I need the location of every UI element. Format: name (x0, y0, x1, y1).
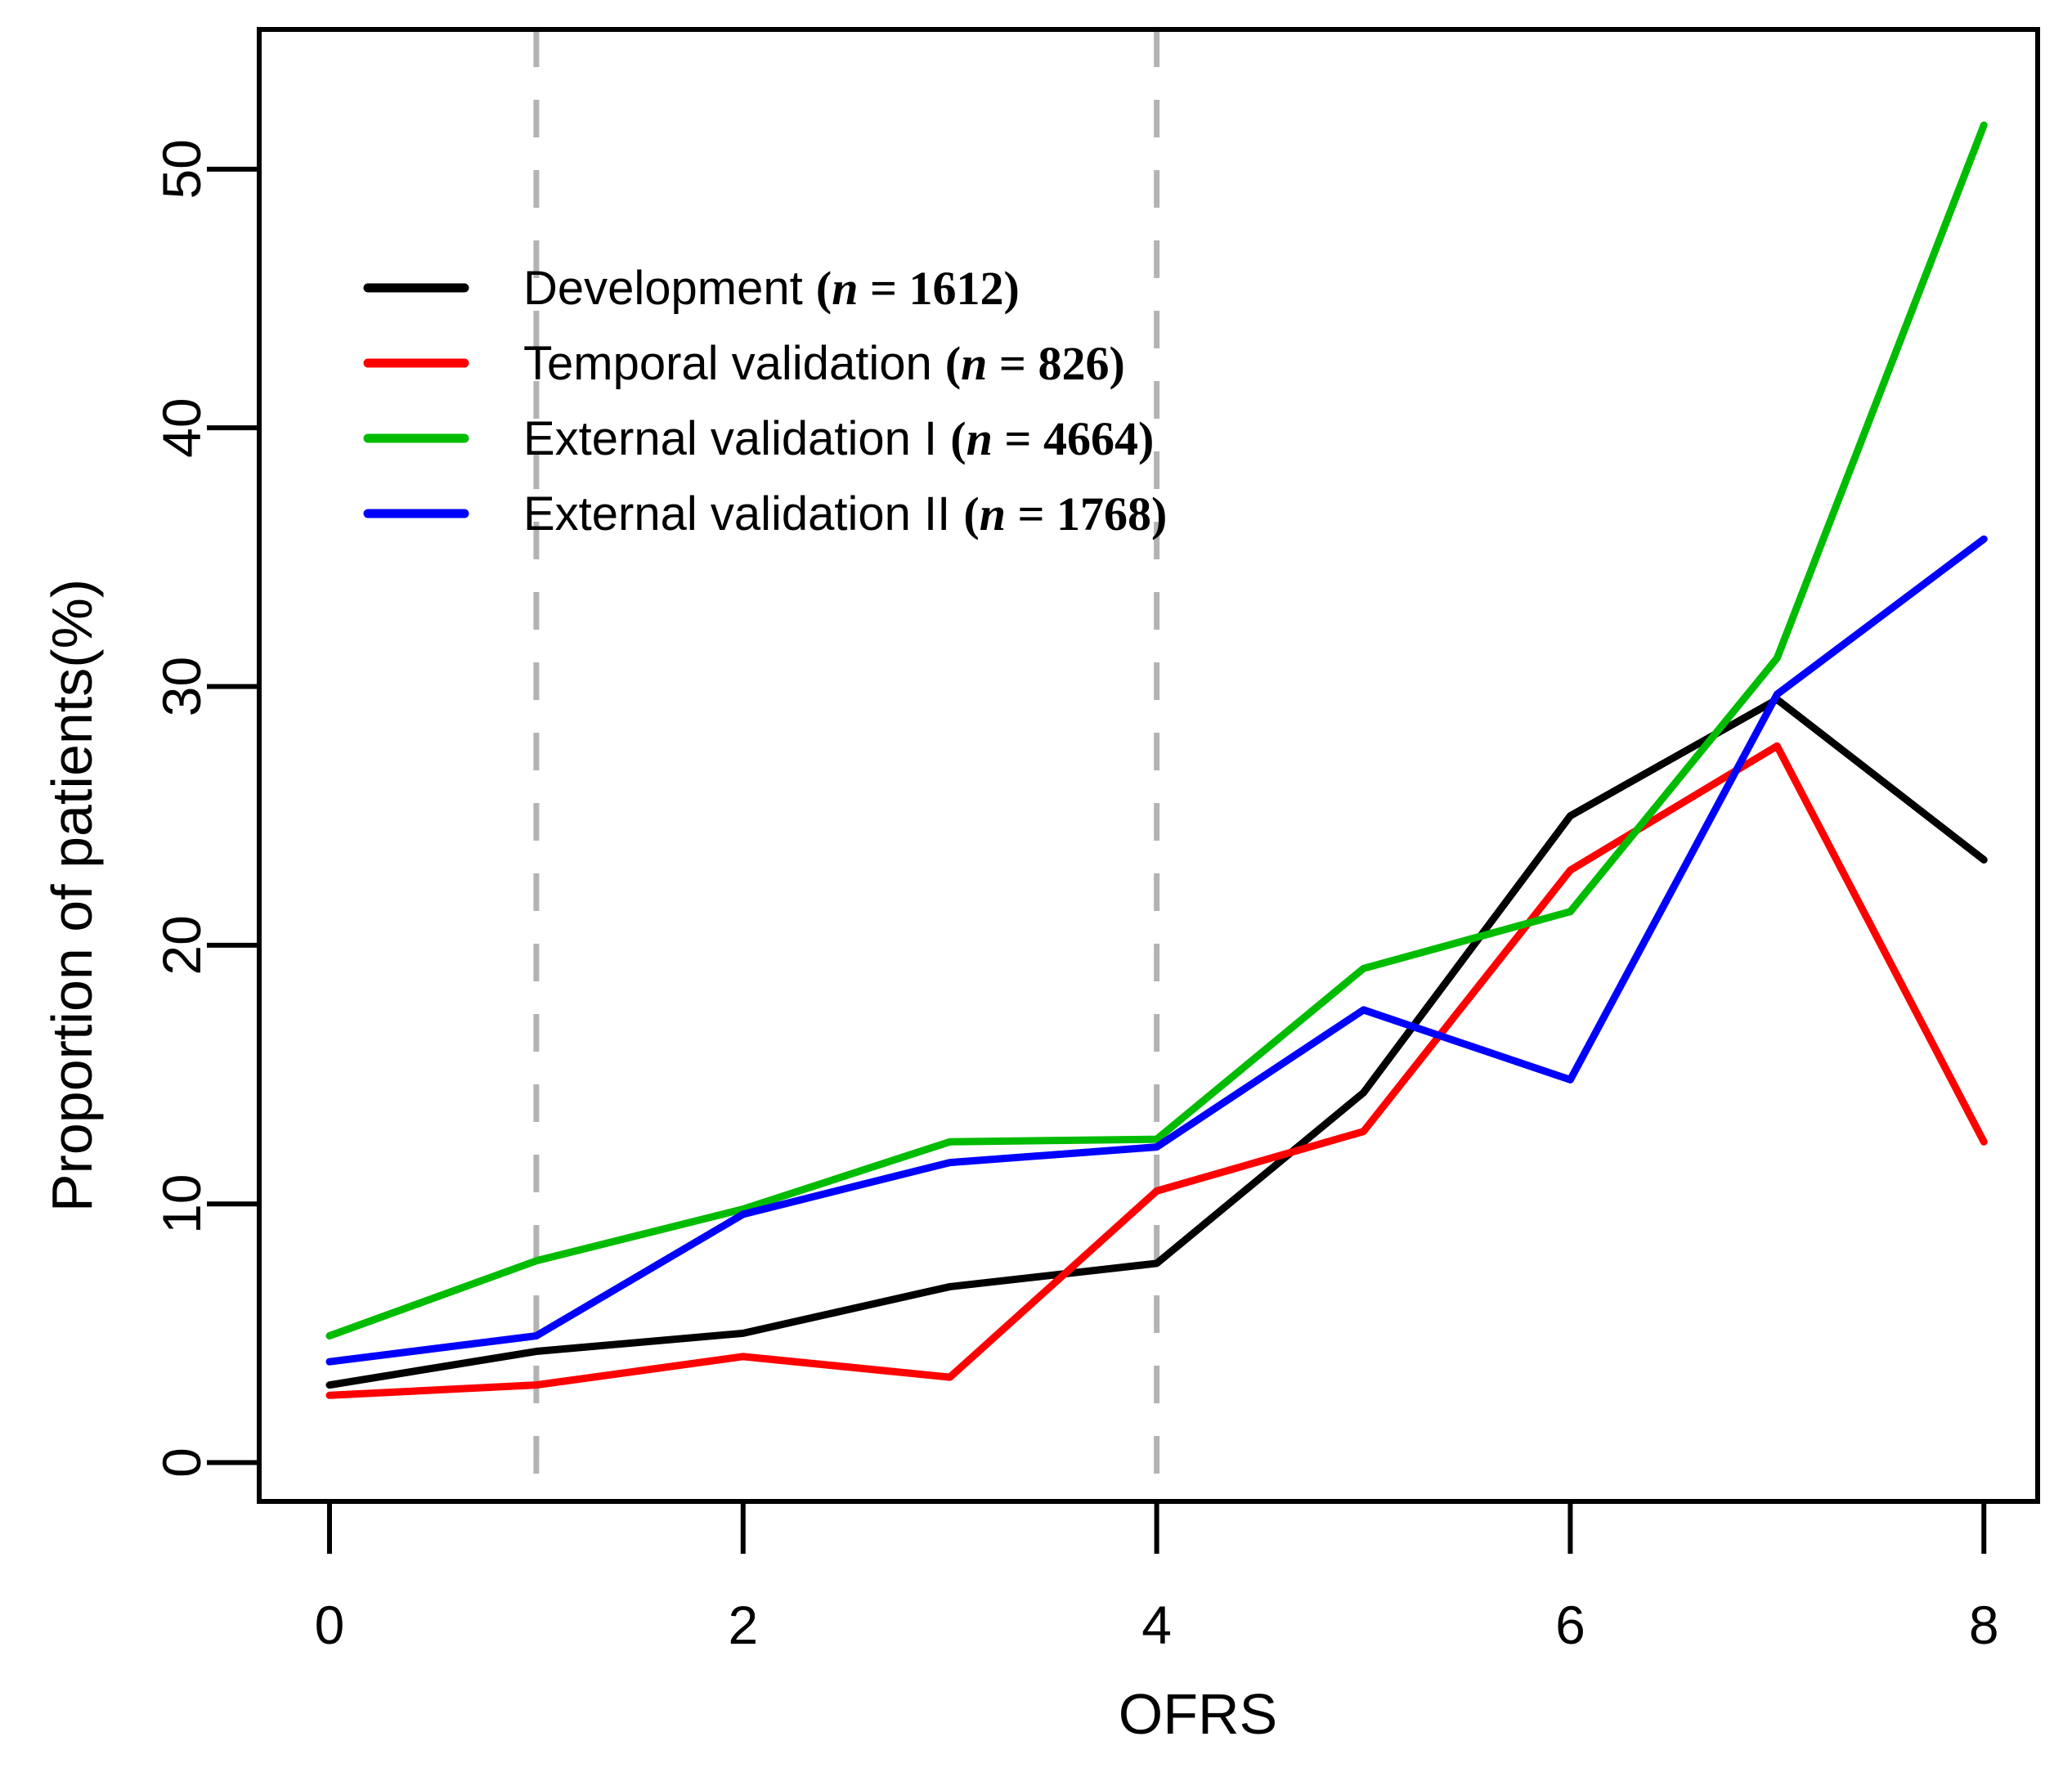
y-axis-title: Proportion of patients(%) (40, 578, 104, 1213)
x-axis-tick-label: 6 (1555, 1595, 1585, 1655)
legend-label-development: Development (n = 1612) (523, 262, 1020, 315)
x-axis-title: OFRS (1118, 1682, 1278, 1746)
series-line-external-validation-i (325, 121, 1988, 1340)
series-line-external-validation-ii (325, 535, 1988, 1366)
legend-item-development: Development (n = 1612) (363, 262, 1020, 315)
x-axis-tick-label: 4 (1141, 1595, 1172, 1655)
series-line-temporal-validation (325, 742, 1988, 1399)
x-axis-tick-label: 0 (315, 1595, 345, 1655)
y-axis-tick-label: 10 (151, 1173, 212, 1233)
y-axis-tick-label: 40 (151, 397, 212, 457)
legend-label-external-validation-i: External validation I (n = 4664) (523, 412, 1154, 465)
plot-border (257, 27, 2040, 1504)
x-axis-tick-label: 8 (1969, 1595, 1999, 1655)
y-axis-tick-label: 20 (151, 915, 212, 975)
x-axis-tick-label: 2 (728, 1595, 758, 1655)
legend-item-temporal-validation: Temporal validation (n = 826) (363, 337, 1125, 390)
legend-item-external-validation-ii: External validation II (n = 1768) (363, 487, 1167, 541)
legend-label-temporal-validation: Temporal validation (n = 826) (523, 337, 1125, 390)
y-axis-tick-label: 0 (151, 1447, 212, 1478)
legend-item-external-validation-i: External validation I (n = 4664) (363, 412, 1154, 465)
y-axis-tick-label: 30 (151, 657, 212, 716)
legend-label-external-validation-ii: External validation II (n = 1768) (523, 487, 1167, 541)
y-axis-tick-label: 50 (151, 139, 212, 199)
